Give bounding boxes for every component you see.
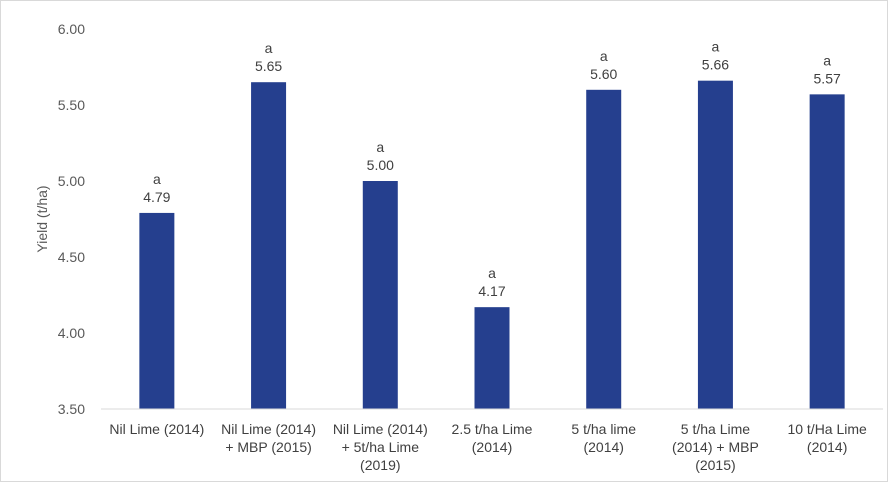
- significance-letter: a: [600, 48, 608, 64]
- significance-letter: a: [153, 171, 161, 187]
- y-axis-title: Yield (t/ha): [34, 185, 50, 252]
- significance-letter: a: [376, 139, 384, 155]
- data-label: 4.17: [478, 283, 505, 299]
- x-category-label: (2019): [360, 457, 400, 473]
- data-label: 5.00: [367, 157, 394, 173]
- x-category-label: 10 t/Ha Lime: [787, 421, 867, 437]
- bar: [697, 80, 733, 410]
- significance-letter: a: [712, 39, 720, 55]
- x-category-label: (2015): [695, 457, 735, 473]
- x-category-label: 5 t/ha Lime: [681, 421, 750, 437]
- bar: [586, 89, 622, 410]
- bar: [139, 212, 175, 409]
- x-category-label: Nil Lime (2014): [333, 421, 428, 437]
- x-category-label: (2014): [583, 439, 623, 455]
- data-label: 5.66: [702, 57, 729, 73]
- x-category-label: (2014): [807, 439, 847, 455]
- data-label: 5.60: [590, 66, 617, 82]
- significance-letter: a: [488, 265, 496, 281]
- x-category-label: + 5t/ha Lime: [342, 439, 420, 455]
- y-tick-label: 3.50: [58, 401, 85, 417]
- significance-letter: a: [823, 52, 831, 68]
- y-tick-label: 5.50: [58, 97, 85, 113]
- data-label: 5.65: [255, 58, 282, 74]
- data-label: 5.57: [814, 70, 841, 86]
- significance-letter: a: [265, 40, 273, 56]
- y-tick-label: 4.50: [58, 249, 85, 265]
- y-tick-label: 5.00: [58, 173, 85, 189]
- bar: [474, 307, 510, 409]
- y-tick-label: 6.00: [58, 21, 85, 37]
- bar: [809, 94, 845, 410]
- x-category-label: Nil Lime (2014): [221, 421, 316, 437]
- data-label: 4.79: [143, 189, 170, 205]
- x-category-label: (2014) + MBP: [672, 439, 759, 455]
- bar: [251, 82, 287, 409]
- bar: [362, 181, 398, 409]
- x-category-label: Nil Lime (2014): [109, 421, 204, 437]
- x-category-label: 5 t/ha lime: [571, 421, 636, 437]
- y-tick-label: 4.00: [58, 325, 85, 341]
- x-category-label: (2014): [472, 439, 512, 455]
- x-category-label: + MBP (2015): [225, 439, 312, 455]
- x-category-label: 2.5 t/ha Lime: [452, 421, 533, 437]
